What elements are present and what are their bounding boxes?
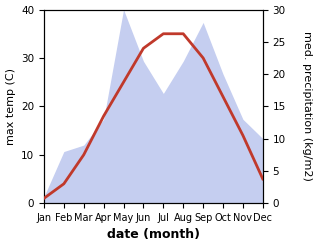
- Y-axis label: max temp (C): max temp (C): [5, 68, 16, 145]
- Y-axis label: med. precipitation (kg/m2): med. precipitation (kg/m2): [302, 31, 313, 181]
- X-axis label: date (month): date (month): [107, 228, 200, 242]
